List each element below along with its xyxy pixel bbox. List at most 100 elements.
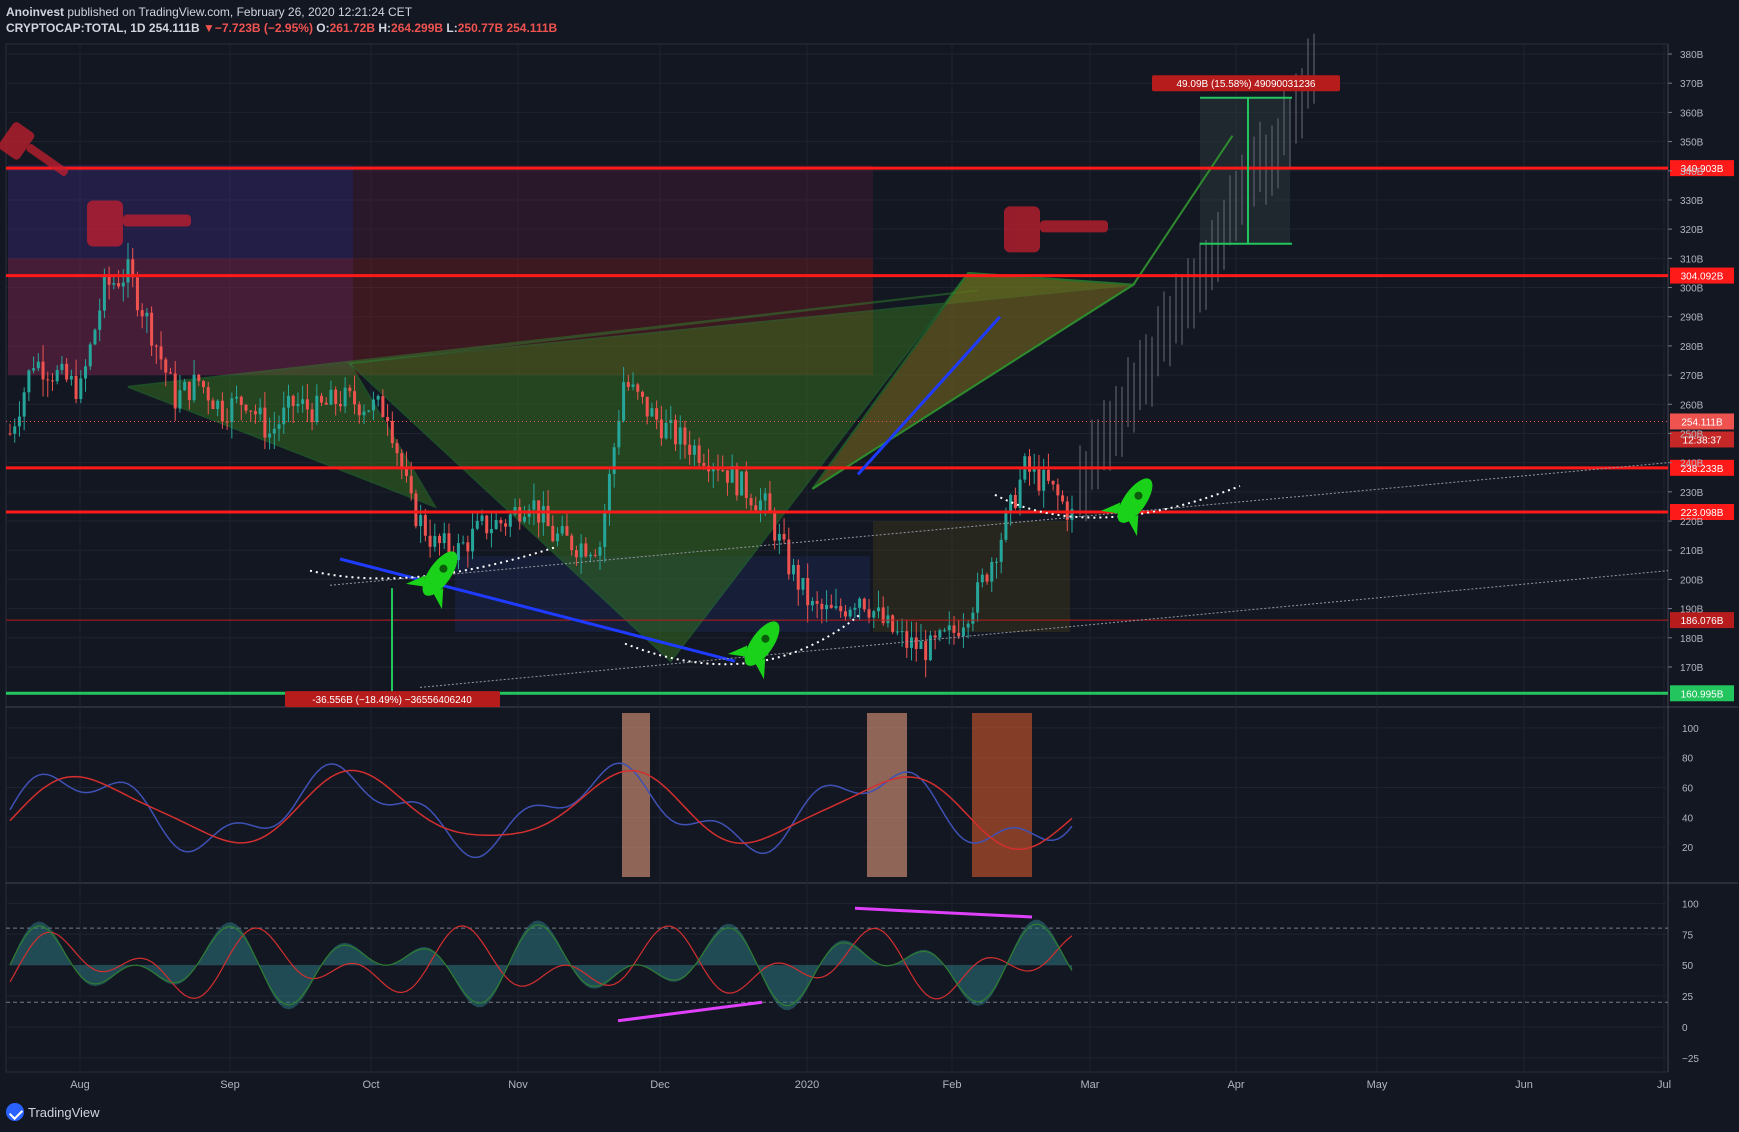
y-tick-label: 330B (1680, 196, 1704, 207)
x-tick-label: 2020 (795, 1079, 819, 1091)
candle-body (32, 368, 36, 371)
rocket-icon (405, 551, 458, 610)
price-change: −7.723B (−2.95%) (214, 21, 313, 35)
axes: Aug Sep Oct Nov Dec 2020 Feb Mar Apr May Jun Jul 380… (70, 50, 1703, 1091)
candle-body (79, 378, 83, 400)
hammer-head (1004, 206, 1040, 253)
oscillator-2-pane: 100 75 50 25 0 −25 (6, 899, 1699, 1065)
candle-body (834, 606, 838, 608)
last-price-label: 254.111B (1681, 417, 1723, 428)
x-tick-label: Mar (1081, 1079, 1100, 1091)
candle-body (315, 395, 319, 423)
candle-body (357, 404, 361, 416)
candle-body (131, 259, 135, 278)
candle-body (433, 535, 437, 547)
measure-down-tag (285, 691, 500, 708)
shaded-zones (8, 97, 1290, 632)
osc1-tick-label: 20 (1682, 843, 1694, 854)
candle-body (815, 601, 819, 604)
osc2-green-line (9, 923, 1073, 1007)
candle-body (758, 500, 762, 511)
candle-body (286, 395, 290, 408)
dotted-arc (624, 613, 861, 666)
price-levels: 340.903B 304.092B 238.233B 223.098B 186.076B… (6, 160, 1734, 702)
candle-body (475, 520, 479, 529)
candle-body (853, 607, 857, 610)
candle-body (692, 445, 696, 455)
candle-body (107, 274, 111, 285)
candle-body (168, 372, 172, 374)
candle-body (386, 417, 390, 422)
level-tag (1670, 267, 1734, 284)
candle-body (343, 387, 347, 407)
y-tick-label: 170B (1680, 663, 1704, 674)
tradingview-footer[interactable]: TradingView (6, 1103, 100, 1121)
candle-body (910, 637, 914, 648)
candle-body (499, 520, 503, 524)
trendline-gray-lower (419, 570, 1669, 688)
candle-body (730, 465, 734, 483)
candle-body (1018, 479, 1022, 508)
candle-body (178, 390, 182, 409)
level-label: 304.092B (1681, 272, 1724, 283)
candle-body (353, 391, 357, 405)
candle-body (603, 512, 607, 547)
osc2-red-line (9, 925, 1073, 1000)
x-tick-label: Sep (220, 1079, 240, 1091)
candle-body (1028, 456, 1032, 472)
candle-body (787, 539, 791, 575)
candle-body (947, 625, 951, 631)
osc1-highlight-band (867, 713, 907, 877)
open-label: O: (316, 21, 330, 35)
trendline-blue-up (856, 315, 1002, 476)
candle-body (796, 564, 800, 590)
hammer-head (0, 122, 35, 160)
osc2-tick-label: −25 (1682, 1054, 1699, 1065)
publisher-name[interactable]: Anoinvest (6, 5, 65, 19)
candle-body (13, 426, 17, 434)
candle-body (419, 515, 423, 527)
y-tick-label: 280B (1680, 342, 1704, 353)
candle-body (126, 259, 130, 283)
candle-body (924, 641, 928, 661)
candle-body (17, 416, 21, 427)
y-tick-label: 340B (1680, 167, 1704, 178)
candle-body (626, 382, 630, 387)
candle-body (272, 428, 276, 434)
rocket-fin (727, 645, 748, 657)
measure-zone (1200, 97, 1290, 244)
osc2-tick-label: 0 (1682, 1023, 1688, 1034)
candle-body (938, 630, 942, 638)
rocket-fin (755, 658, 766, 680)
candle-body (414, 493, 418, 527)
candle-body (55, 370, 59, 382)
candle-body (395, 443, 399, 454)
candle-body (735, 465, 739, 496)
candle-body (36, 361, 40, 369)
rocket-body (422, 551, 458, 596)
candle-body (244, 404, 248, 411)
zone-dark-red (353, 164, 873, 259)
candle-body (154, 345, 158, 347)
y-tick-label: 230B (1680, 488, 1704, 499)
open-value: 261.72B (329, 21, 375, 35)
level-label: 340.903B (1681, 164, 1724, 175)
candle-body (301, 399, 305, 404)
hammer-icon (1004, 206, 1108, 253)
candle-body (810, 601, 814, 606)
candle-body (1051, 480, 1055, 485)
candle-body (324, 402, 328, 405)
candle-body (744, 471, 748, 499)
osc1-blue-line (9, 762, 1073, 859)
candle-body (404, 468, 408, 476)
candle-body (655, 408, 659, 420)
last-price: 254.111B (148, 21, 200, 35)
dotted-arc (309, 546, 556, 580)
candle-body (197, 374, 201, 382)
candle-body (806, 577, 810, 606)
symbol-label[interactable]: CRYPTOCAP:TOTAL, 1D (6, 21, 146, 35)
candle-body (872, 611, 876, 618)
osc2-tick-label: 25 (1682, 992, 1694, 1003)
x-tick-label: Feb (943, 1079, 962, 1091)
